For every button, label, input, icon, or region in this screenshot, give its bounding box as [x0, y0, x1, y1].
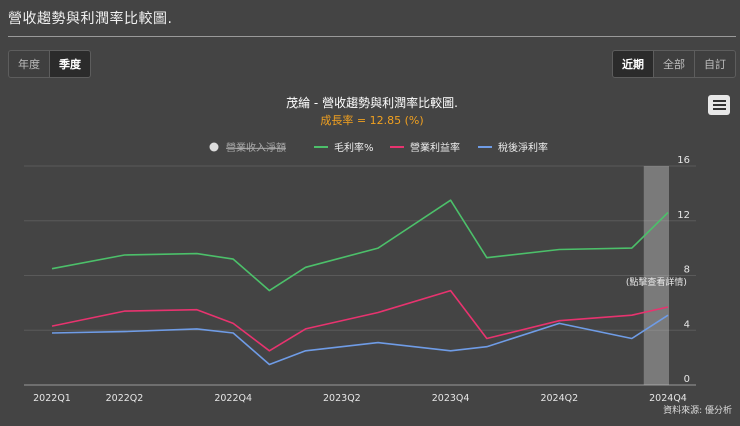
x-tick-label: 2024Q2	[540, 393, 578, 404]
chart-legend: 營業收入淨額 毛利率% 營業利益率 稅後淨利率	[209, 141, 548, 154]
x-tick-label: 2022Q4	[214, 393, 252, 404]
legend-item[interactable]: 營業利益率	[390, 141, 460, 154]
hamburger-menu-icon[interactable]	[708, 95, 730, 115]
y-tick-label: 4	[684, 319, 690, 330]
title-divider	[8, 36, 736, 37]
series-line-2	[51, 289, 669, 352]
x-tick-label: 2023Q4	[432, 393, 470, 404]
page-title: 營收趨勢與利潤率比較圖.	[8, 11, 173, 27]
data-source: 資料來源: 優分析	[663, 406, 732, 416]
chart-grid	[24, 165, 696, 386]
y-tick-label: 8	[684, 265, 690, 276]
highlight-band[interactable]: (點擊查看詳情)	[626, 166, 687, 385]
period-toggle: 年度 季度	[8, 50, 91, 78]
range-toggle: 近期 全部 自訂	[612, 50, 736, 78]
legend-item[interactable]: 毛利率%	[314, 141, 374, 154]
series-line-1	[51, 199, 669, 292]
highlight-band-label: (點擊查看詳情)	[626, 276, 687, 288]
series-line-3	[51, 314, 669, 366]
legend-item[interactable]: 稅後淨利率	[478, 141, 548, 154]
all-button[interactable]: 全部	[653, 50, 695, 78]
x-tick-label: 2022Q1	[33, 393, 71, 404]
chart-title: 茂綸 - 營收趨勢與利潤率比較圖.	[286, 95, 458, 110]
x-axis: 2022Q1 2022Q2 2022Q4 2023Q2 2023Q4 2024Q2 2024…	[33, 393, 687, 404]
x-tick-label: 2023Q2	[323, 393, 361, 404]
y-axis: 0 4 8 12 16	[677, 155, 690, 385]
x-tick-label: 2022Q2	[106, 393, 144, 404]
y-tick-label: 12	[677, 210, 690, 221]
legend-label: 毛利率%	[334, 141, 374, 154]
legend-label: 營業利益率	[410, 141, 460, 154]
quarterly-button[interactable]: 季度	[49, 50, 91, 78]
custom-button[interactable]: 自訂	[694, 50, 736, 78]
y-tick-label: 0	[684, 374, 690, 385]
highlight-band-rect[interactable]	[643, 166, 669, 385]
legend-label: 稅後淨利率	[498, 141, 548, 154]
y-tick-label: 16	[677, 155, 690, 166]
legend-item[interactable]: 營業收入淨額	[209, 141, 287, 154]
x-tick-label: 2024Q4	[649, 393, 687, 404]
chart-series	[51, 199, 669, 366]
legend-marker	[209, 142, 219, 152]
chart-subtitle: 成長率 = 12.85 (%)	[320, 113, 423, 127]
legend-label: 營業收入淨額	[226, 141, 286, 154]
